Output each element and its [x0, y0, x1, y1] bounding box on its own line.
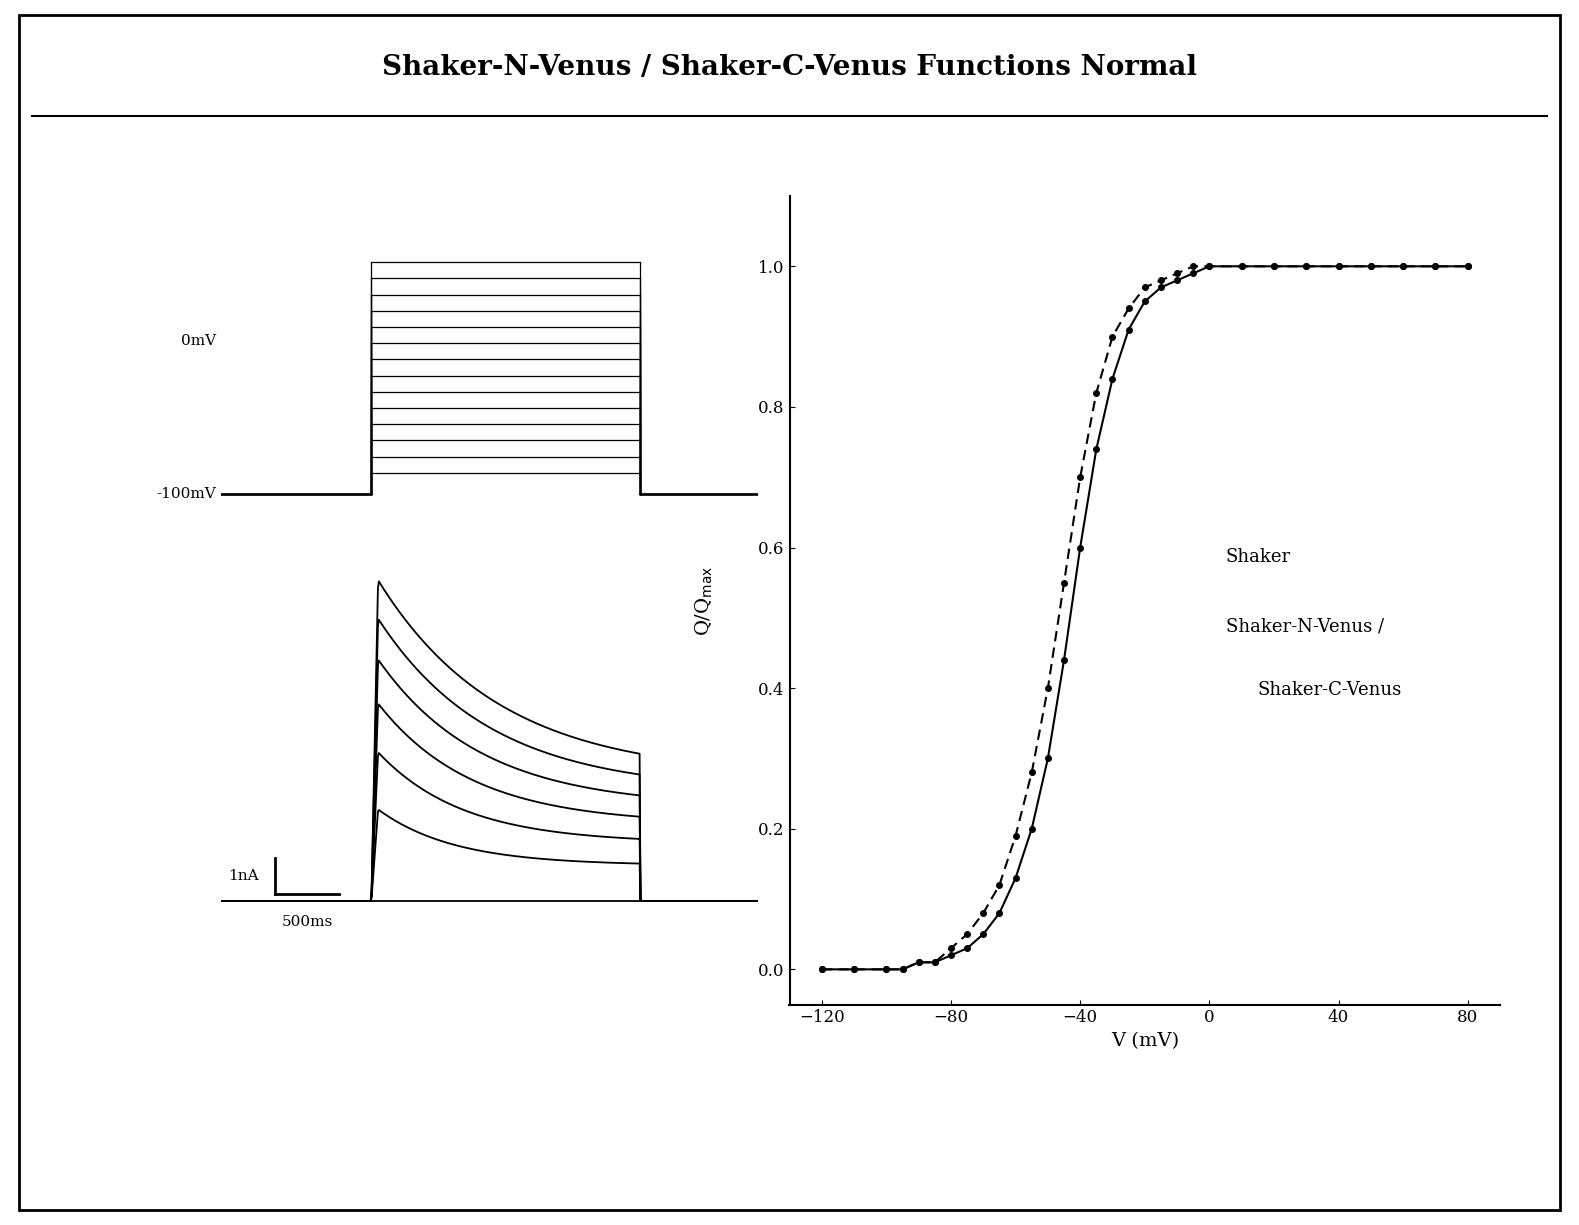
Text: 500ms: 500ms: [281, 915, 333, 930]
Text: Shaker-C-Venus: Shaker-C-Venus: [1258, 681, 1402, 699]
Text: -100mV: -100mV: [156, 486, 216, 501]
Text: 1nA: 1nA: [227, 869, 259, 883]
Text: Q/Q$_\mathrm{max}$: Q/Q$_\mathrm{max}$: [693, 565, 715, 636]
Text: Shaker: Shaker: [1225, 548, 1290, 566]
X-axis label: V (mV): V (mV): [1110, 1031, 1180, 1050]
FancyBboxPatch shape: [19, 15, 1560, 1210]
Text: Shaker-N-Venus / Shaker-C-Venus Functions Normal: Shaker-N-Venus / Shaker-C-Venus Function…: [382, 54, 1197, 81]
Text: 0mV: 0mV: [180, 334, 216, 348]
Text: Shaker-N-Venus /: Shaker-N-Venus /: [1225, 617, 1383, 636]
